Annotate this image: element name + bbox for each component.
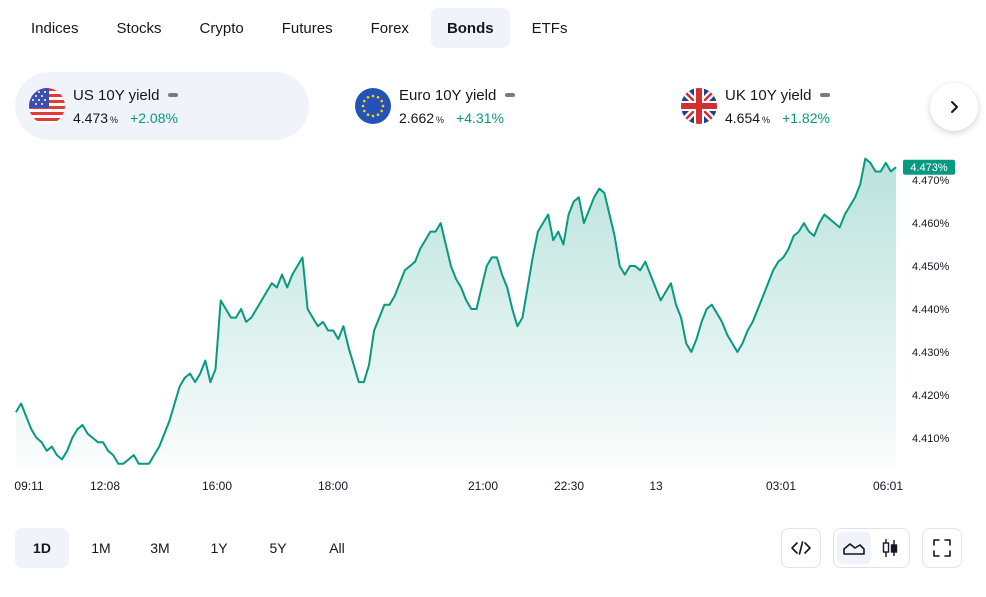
range-5y-button[interactable]: 5Y: [269, 540, 287, 556]
tab-forex[interactable]: Forex: [370, 19, 409, 37]
ticker-change: +1.82%: [782, 109, 830, 126]
embed-button[interactable]: [781, 528, 821, 568]
us-flag-icon: [29, 88, 65, 124]
tab-indices[interactable]: Indices: [31, 19, 79, 37]
yield-chart[interactable]: 4.410% 4.420% 4.430% 4.440% 4.450% 4.460% 4.47…: [0, 150, 986, 500]
y-axis-tick-label: 4.410%: [912, 433, 950, 445]
candlestick-chart-icon: [882, 539, 897, 557]
x-axis-tick-label: 03:01: [766, 479, 796, 493]
ticker-name: US 10Y yield: [73, 86, 160, 104]
range-all-button[interactable]: All: [329, 540, 345, 556]
ticker-unit: %: [436, 114, 445, 125]
next-tickers-button[interactable]: [930, 83, 978, 131]
range-1y-button[interactable]: 1Y: [210, 540, 228, 556]
market-tabs: Indices Stocks Crypto Futures Forex Bond…: [15, 8, 583, 48]
chart-series-line: [15, 157, 897, 465]
ticker-value: 4.654: [725, 109, 761, 126]
range-1d-button[interactable]: 1D: [15, 528, 69, 568]
x-axis-tick-label: 16:00: [202, 479, 232, 493]
eu-flag-icon: [355, 88, 391, 124]
ticker-card-uk10y[interactable]: UK 10Y yield 4.654 % +1.82%: [667, 72, 917, 140]
market-closed-indicator-icon: [505, 93, 516, 97]
x-axis-tick-label: 18:00: [318, 479, 348, 493]
chart-area-fill: [16, 158, 896, 468]
x-axis-tick-label: 21:00: [468, 479, 498, 493]
x-axis-tick-label: 09:11: [14, 479, 43, 493]
uk-flag-icon: [681, 88, 717, 124]
embed-code-icon: [791, 541, 811, 555]
ticker-value: 2.662: [399, 109, 435, 126]
market-closed-indicator-icon: [168, 93, 179, 97]
chevron-right-icon: [951, 101, 958, 113]
range-selector: 1D 1M 3M 1Y 5Y All: [15, 528, 364, 568]
y-axis-tick-label: 4.430%: [912, 347, 950, 359]
y-axis-tick-label: 4.470%: [912, 175, 950, 187]
ticker-change: +2.08%: [130, 109, 178, 126]
ticker-change: +4.31%: [456, 109, 504, 126]
tab-bonds[interactable]: Bonds: [430, 8, 510, 48]
area-chart-icon: [842, 543, 865, 555]
chart-type-toggle: [833, 528, 910, 568]
x-axis-tick-label: 06:01: [873, 479, 903, 493]
ticker-card-euro10y[interactable]: Euro 10Y yield 2.662 % +4.31%: [341, 72, 635, 140]
x-axis-tick-label: 13: [649, 479, 663, 493]
ticker-unit: %: [762, 114, 771, 125]
y-axis-tick-label: 4.420%: [912, 390, 950, 402]
ticker-name: Euro 10Y yield: [399, 86, 497, 104]
tab-etfs[interactable]: ETFs: [531, 19, 568, 37]
tab-futures[interactable]: Futures: [281, 19, 333, 37]
ticker-unit: %: [110, 114, 119, 125]
last-value-label: 4.473%: [910, 162, 948, 174]
y-axis-tick-label: 4.440%: [912, 304, 950, 316]
x-axis-tick-label: 22:30: [554, 479, 584, 493]
ticker-card-us10y[interactable]: US 10Y yield 4.473 % +2.08%: [15, 72, 309, 140]
range-3m-button[interactable]: 3M: [150, 540, 170, 556]
market-closed-indicator-icon: [820, 93, 831, 97]
area-chart-button[interactable]: [836, 532, 871, 564]
fullscreen-icon: [933, 539, 951, 557]
tab-stocks[interactable]: Stocks: [116, 19, 162, 37]
range-1m-button[interactable]: 1M: [91, 540, 111, 556]
candlestick-chart-button[interactable]: [873, 532, 907, 564]
y-axis-tick-label: 4.450%: [912, 261, 950, 273]
ticker-cards: US 10Y yield 4.473 % +2.08%: [15, 72, 915, 140]
fullscreen-button[interactable]: [922, 528, 962, 568]
tab-crypto[interactable]: Crypto: [199, 19, 244, 37]
ticker-value: 4.473: [73, 109, 109, 126]
last-value-badge: 4.473%: [903, 159, 955, 175]
y-axis-tick-label: 4.460%: [912, 218, 950, 230]
x-axis-tick-label: 12:08: [90, 479, 120, 493]
ticker-name: UK 10Y yield: [725, 86, 812, 104]
